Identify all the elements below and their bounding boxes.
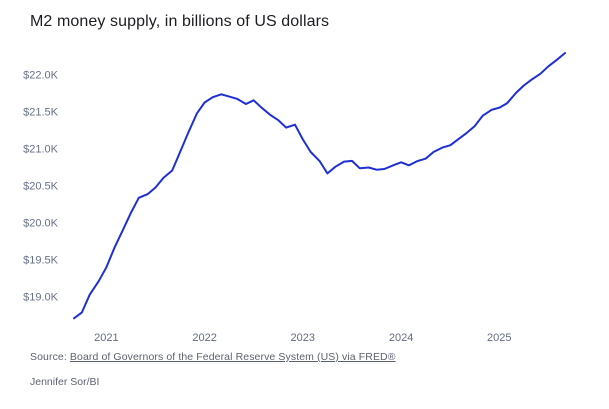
x-axis-tick-label: 2023 [291,332,315,344]
y-axis-tick-label: $20.5K [23,181,59,193]
x-axis-tick-label: 2022 [192,332,216,344]
y-axis-tick-label: $21.5K [23,107,59,119]
y-axis-tick-label: $20.0K [23,218,59,230]
source-line: Source: Board of Governors of the Federa… [30,351,396,363]
x-axis-tick-label: 2021 [94,332,118,344]
source-prefix: Source: [30,351,67,363]
x-axis-tick-label: 2024 [389,332,413,344]
y-axis-tick-label: $22.0K [23,70,59,82]
x-axis-tick-label: 2025 [487,332,511,344]
m2-line-chart: $19.0K $19.5K $20.0K $20.5K $21.0K $21.5K $22.… [23,52,567,344]
credit-byline: Jennifer Sor/BI [30,376,100,388]
chart-title: M2 money supply, in billions of US dolla… [30,13,330,30]
y-axis-tick-label: $19.0K [23,291,59,303]
source-link[interactable]: Board of Governors of the Federal Reserv… [69,351,396,363]
m2-line-series [73,52,567,320]
y-axis-tick-label: $21.0K [23,144,59,156]
y-axis-tick-label: $19.5K [23,254,59,266]
